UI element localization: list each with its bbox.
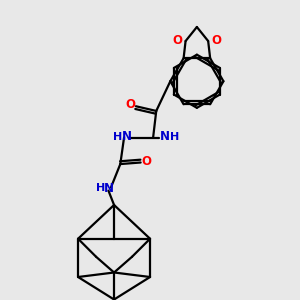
Text: N: N xyxy=(160,130,170,143)
Text: H: H xyxy=(96,183,106,193)
Text: O: O xyxy=(141,155,151,168)
Text: N: N xyxy=(122,130,132,143)
Text: H: H xyxy=(170,132,179,142)
Text: H: H xyxy=(113,132,122,142)
Text: O: O xyxy=(211,34,221,47)
Text: N: N xyxy=(103,182,113,195)
Text: O: O xyxy=(173,34,183,47)
Text: O: O xyxy=(125,98,135,112)
